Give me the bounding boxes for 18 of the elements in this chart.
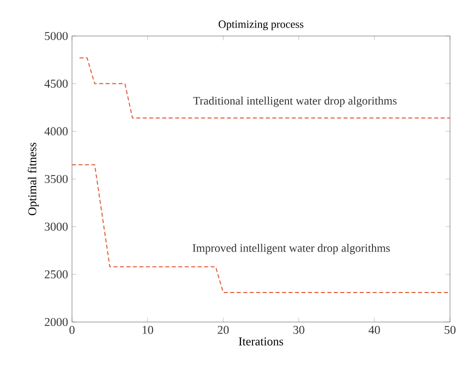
y-tick-label: 4500 <box>44 80 68 88</box>
y-tick-label: 2500 <box>44 270 68 278</box>
x-tick-label: 10 <box>142 326 154 334</box>
annotation: Traditional intelligent water drop algorithms <box>193 96 397 107</box>
x-tick-label: 50 <box>444 326 456 334</box>
y-tick-label: 3000 <box>44 222 68 231</box>
y-axis-title: Optimal fitness <box>28 142 39 216</box>
x-tick-label: 30 <box>293 326 304 334</box>
x-tick-label: 40 <box>368 326 380 334</box>
x-axis-title: Iterations <box>238 337 284 346</box>
chart-title: Optimizing process <box>218 20 304 30</box>
y-tick-label: 3500 <box>44 174 68 184</box>
x-tick-label: 0 <box>69 326 75 334</box>
x-tick-label: 20 <box>218 326 229 334</box>
y-tick-label: 4000 <box>44 127 68 136</box>
y-tick-label: 2000 <box>44 318 68 326</box>
y-tick-label: 5000 <box>44 32 68 40</box>
annotation: Improved intelligent water drop algorithms <box>192 244 390 254</box>
